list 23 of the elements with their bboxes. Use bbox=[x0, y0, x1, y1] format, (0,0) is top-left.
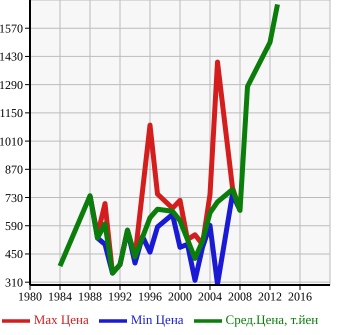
legend-label: Max Цена bbox=[34, 312, 89, 327]
x-tick-label: 2012 bbox=[258, 290, 282, 304]
legend-label: Сред.Цена, т.йен bbox=[226, 312, 318, 327]
x-tick-label: 2000 bbox=[168, 290, 192, 304]
x-tick-label: 1988 bbox=[78, 290, 102, 304]
y-tick-label: 1150 bbox=[0, 106, 23, 120]
x-tick-label: 2008 bbox=[228, 290, 252, 304]
y-tick-label: 1010 bbox=[0, 134, 23, 148]
x-tick-label: 2004 bbox=[198, 290, 222, 304]
x-tick-label: 1984 bbox=[48, 290, 72, 304]
y-tick-label: 1290 bbox=[0, 78, 23, 92]
y-tick-label: 450 bbox=[5, 247, 23, 262]
legend-label: Min Цена bbox=[130, 312, 184, 327]
x-tick-label: 2016 bbox=[288, 290, 312, 304]
y-tick-label: 730 bbox=[5, 190, 23, 205]
y-tick-label: 870 bbox=[5, 162, 23, 177]
y-tick-label: 310 bbox=[5, 275, 23, 290]
y-tick-label: 1430 bbox=[0, 50, 23, 64]
x-tick-label: 1980 bbox=[18, 290, 42, 304]
y-tick-label: 1570 bbox=[0, 21, 23, 36]
y-tick-label: 590 bbox=[5, 219, 23, 234]
x-tick-label: 1996 bbox=[138, 290, 162, 304]
x-tick-label: 1992 bbox=[108, 290, 132, 304]
